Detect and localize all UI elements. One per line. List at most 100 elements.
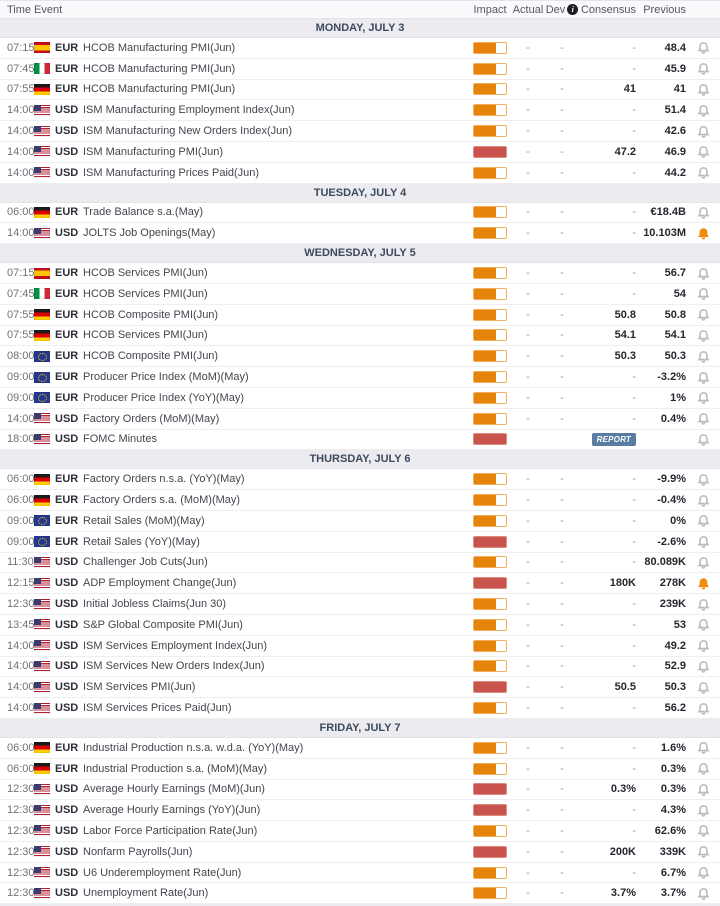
bell-icon[interactable]	[697, 145, 710, 159]
impact-indicator-medium	[473, 824, 507, 837]
event-row[interactable]: 06:00 EUR Industrial Production s.a. (MoM)…	[0, 758, 720, 780]
bell-icon[interactable]	[697, 535, 710, 548]
event-row[interactable]: 14:00 USD ISM Manufacturing PMI(Jun) - - 47.2…	[0, 141, 720, 163]
event-row[interactable]: 14:00 USD ISM Services Prices Paid(Jun) - - -…	[0, 698, 720, 719]
event-row[interactable]: 09:00 EUR Producer Price Index (YoY)(May) -…	[0, 387, 720, 409]
dev-info-icon[interactable]: i	[567, 4, 579, 15]
impact-indicator-high	[473, 783, 507, 796]
bell-icon[interactable]	[697, 62, 710, 75]
bell-icon[interactable]	[697, 206, 710, 219]
event-row[interactable]: 14:00 USD ISM Services New Orders Index(Ju…	[0, 656, 720, 678]
bell-icon[interactable]	[697, 762, 710, 775]
bell-icon[interactable]	[697, 681, 710, 694]
bell-icon[interactable]	[697, 287, 710, 300]
germany-flag-icon	[34, 83, 50, 95]
bell-icon-active[interactable]	[697, 577, 710, 590]
bell-icon[interactable]	[697, 308, 710, 321]
bell-icon[interactable]	[697, 494, 710, 507]
eu-flag-icon	[34, 371, 50, 383]
bell-icon[interactable]	[697, 824, 710, 838]
event-row[interactable]: 14:00 USD ISM Manufacturing Employment Ind…	[0, 100, 720, 122]
event-row[interactable]: 13:45 USD S&P Global Composite PMI(Jun) - - -…	[0, 614, 720, 636]
event-name: ISM Services Employment Index(Jun)	[83, 639, 268, 652]
event-row[interactable]: 12:30 USD Average Hourly Earnings (YoY)(Ju…	[0, 800, 720, 822]
event-row[interactable]: 07:55 EUR HCOB Services PMI(Jun) - - 54.1 54.1	[0, 325, 720, 347]
event-row[interactable]: 09:00 EUR Retail Sales (YoY)(May) - - - -2.6%	[0, 531, 720, 553]
bell-icon[interactable]	[697, 887, 710, 900]
event-row[interactable]: 07:15 EUR HCOB Manufacturing PMI(Jun) - - - 48…	[0, 38, 720, 59]
event-row[interactable]: 06:00 EUR Industrial Production n.s.a. w.d…	[0, 737, 720, 759]
dev-value: -	[560, 598, 564, 611]
bell-icon[interactable]	[697, 329, 710, 342]
event-row[interactable]: 12:30 USD Initial Jobless Claims(Jun 30) - -…	[0, 594, 720, 615]
bell-icon[interactable]	[697, 845, 710, 858]
bell-icon[interactable]	[697, 391, 710, 404]
alert-cell	[686, 514, 720, 527]
event-row[interactable]: 07:45 EUR HCOB Services PMI(Jun) - - - 54	[0, 283, 720, 305]
bell-icon[interactable]	[697, 618, 710, 631]
event-row[interactable]: 11:30 USD Challenger Job Cuts(Jun) - - -80.08…	[0, 552, 720, 574]
event-row[interactable]: 06:00 EUR Factory Orders s.a. (MoM)(May) - -…	[0, 490, 720, 511]
bell-icon[interactable]	[697, 125, 710, 138]
event-row[interactable]: 09:00 EUR Retail Sales (MoM)(May) - - - 0%	[0, 510, 720, 532]
bell-icon[interactable]	[697, 783, 710, 796]
event-row[interactable]: 14:00 USD JOLTS Job Openings(May) - - -10.103…	[0, 223, 720, 245]
event-row[interactable]: 07:55 EUR HCOB Manufacturing PMI(Jun) - - 41 4…	[0, 79, 720, 101]
bell-icon[interactable]	[697, 267, 710, 280]
bell-icon[interactable]	[697, 702, 710, 715]
bell-icon[interactable]	[697, 433, 710, 446]
bell-icon[interactable]	[697, 804, 710, 817]
bell-icon[interactable]	[697, 556, 710, 569]
event-row[interactable]: 06:00 EUR Trade Balance s.a.(May) - - - €18.4B	[0, 202, 720, 224]
event-row[interactable]: 12:15 USD ADP Employment Change(Jun) - - 180K…	[0, 573, 720, 595]
bell-icon[interactable]	[697, 639, 710, 652]
event-name: Initial Jobless Claims(Jun 30)	[83, 598, 227, 611]
event-row[interactable]: 14:00 USD ISM Services PMI(Jun) - - 50.5 50.3	[0, 677, 720, 699]
bell-icon[interactable]	[697, 166, 710, 179]
event-row[interactable]: 12:30 USD Unemployment Rate(Jun) - - 3.7% 3.7%	[0, 883, 720, 905]
bell-icon[interactable]	[697, 412, 710, 425]
event-row[interactable]: 14:00 USD ISM Services Employment Index(Ju…	[0, 635, 720, 657]
bell-icon[interactable]	[697, 598, 710, 611]
event-row[interactable]: 14:00 USD Factory Orders (MoM)(May) - - - 0.4%	[0, 408, 720, 430]
bell-icon[interactable]	[697, 371, 710, 384]
bell-icon[interactable]	[697, 350, 710, 363]
bell-icon[interactable]	[697, 514, 710, 527]
report-badge[interactable]: REPORT	[591, 432, 636, 446]
column-header-event: Event	[34, 3, 63, 16]
previous-value: -3.2%	[657, 371, 686, 384]
event-row[interactable]: 07:15 EUR HCOB Services PMI(Jun) - - - 56.7	[0, 263, 720, 284]
event-row[interactable]: 07:55 EUR HCOB Composite PMI(Jun) - - 50.8 50.…	[0, 304, 720, 326]
currency-label: USD	[55, 804, 79, 817]
bell-icon[interactable]	[697, 866, 710, 879]
event-cell: USD Challenger Job Cuts(Jun)	[34, 556, 468, 568]
bell-icon[interactable]	[697, 741, 710, 754]
actual-value: -	[526, 598, 530, 611]
bell-icon[interactable]	[697, 83, 710, 96]
bell-icon[interactable]	[697, 41, 710, 55]
event-row[interactable]: 12:30 USD U6 Underemployment Rate(Jun) - - - 6…	[0, 862, 720, 884]
event-row[interactable]: 14:00 USD ISM Manufacturing Prices Paid(Ju…	[0, 162, 720, 184]
us-flag-icon	[34, 577, 50, 589]
currency-label: EUR	[55, 741, 79, 754]
impact-indicator-medium	[473, 104, 507, 117]
event-row[interactable]: 12:30 USD Nonfarm Payrolls(Jun) - - 200K 339K	[0, 841, 720, 863]
event-row[interactable]: 06:00 EUR Factory Orders n.s.a. (YoY)(May)…	[0, 469, 720, 491]
bell-icon[interactable]	[697, 473, 710, 486]
event-row[interactable]: 08:00 EUR HCOB Composite PMI(Jun) - - 50.3 50.…	[0, 346, 720, 368]
actual-value: -	[526, 494, 530, 507]
alert-cell	[686, 598, 720, 611]
actual-value: -	[526, 702, 530, 714]
event-row[interactable]: 14:00 USD ISM Manufacturing New Orders Ind…	[0, 121, 720, 142]
bell-icon[interactable]	[697, 660, 710, 673]
event-row[interactable]: 12:30 USD Average Hourly Earnings (MoM)(Ju…	[0, 779, 720, 801]
bell-icon-active[interactable]	[697, 227, 710, 240]
event-row[interactable]: 18:00 USD FOMC Minutes REPORT	[0, 429, 720, 451]
event-row[interactable]: 09:00 EUR Producer Price Index (MoM)(May) -…	[0, 367, 720, 388]
bell-icon[interactable]	[697, 104, 710, 117]
impact-indicator-medium	[473, 866, 507, 879]
event-row[interactable]: 12:30 USD Labor Force Participation Rate(J…	[0, 821, 720, 842]
previous-value: 44.2	[664, 166, 686, 179]
day-label: MONDAY, JULY 3	[315, 22, 405, 34]
event-row[interactable]: 07:45 EUR HCOB Manufacturing PMI(Jun) - - - 45…	[0, 58, 720, 80]
